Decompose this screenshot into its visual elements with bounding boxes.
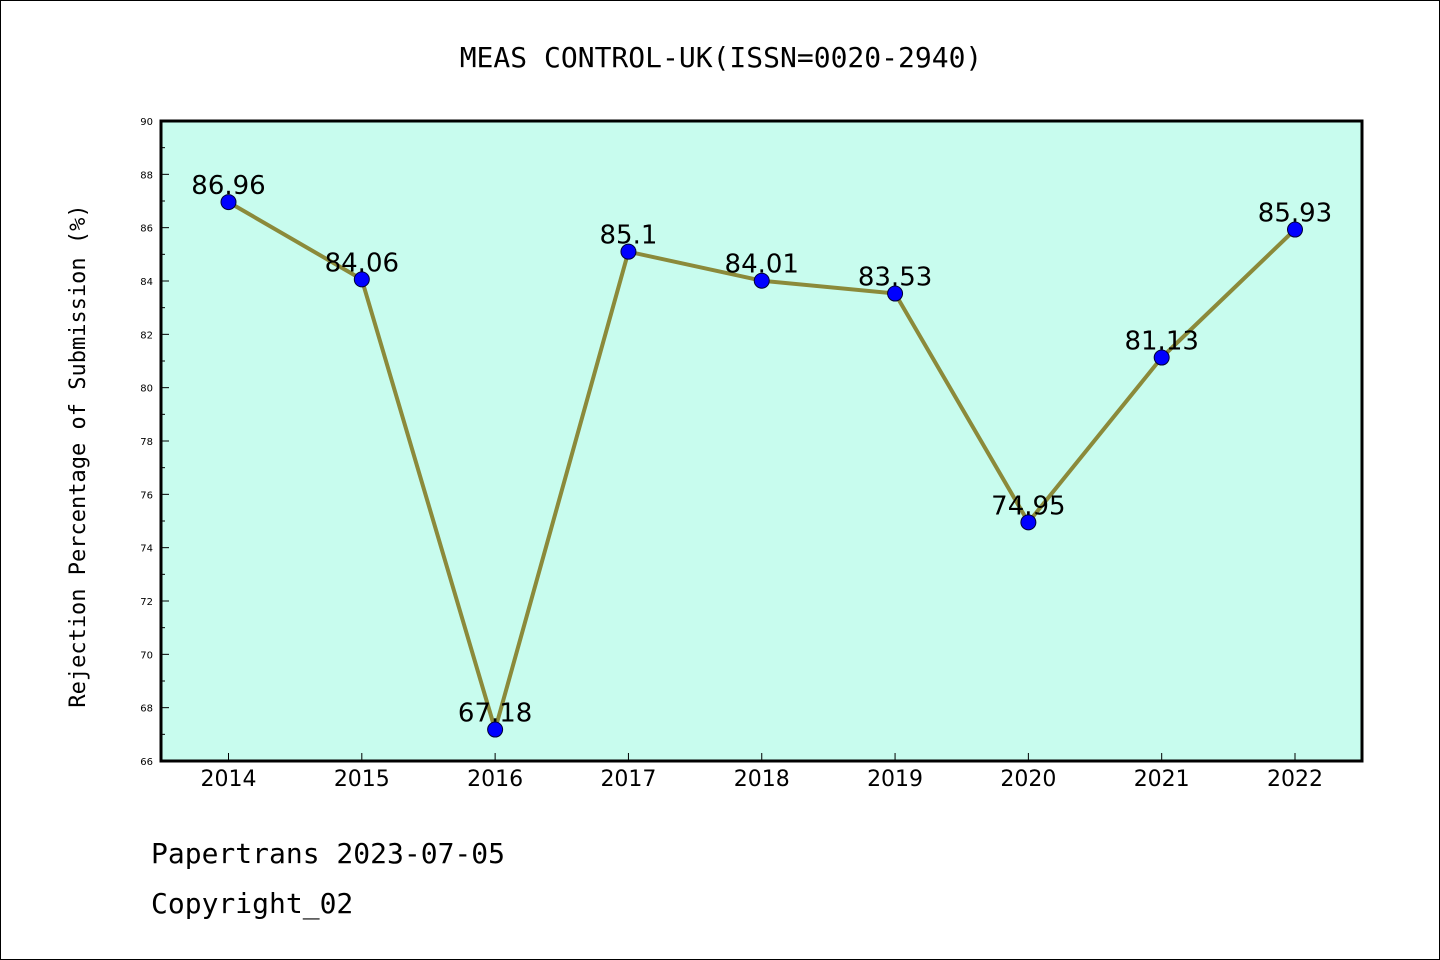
- chart-title: MEAS CONTROL-UK(ISSN=0020-2940): [460, 41, 983, 74]
- x-tick-label: 2020: [1000, 767, 1056, 792]
- data-label: 74.95: [991, 491, 1065, 521]
- data-label: 83.53: [858, 263, 932, 293]
- y-tick-label: 74: [140, 544, 153, 555]
- x-tick-label: 2015: [334, 767, 390, 792]
- y-tick-label: 72: [140, 597, 153, 608]
- data-point: [887, 285, 904, 302]
- x-tick-label: 2019: [867, 767, 923, 792]
- x-tick-label: 2016: [467, 767, 523, 792]
- x-tick-label: 2017: [600, 767, 656, 792]
- data-point: [1020, 514, 1037, 531]
- data-label: 81.13: [1124, 327, 1198, 357]
- x-tick-label: 2022: [1267, 767, 1323, 792]
- data-point: [1153, 349, 1170, 366]
- y-tick-label: 82: [140, 330, 153, 341]
- data-label: 84.01: [725, 250, 799, 280]
- data-point: [487, 721, 504, 738]
- y-tick-label: 76: [140, 490, 153, 501]
- footer-date: Papertrans 2023-07-05: [151, 837, 506, 870]
- data-label: 86.96: [191, 171, 265, 201]
- data-point: [753, 272, 770, 289]
- data-point: [220, 194, 237, 211]
- y-tick-label: 66: [140, 757, 153, 768]
- data-point: [1287, 221, 1303, 238]
- data-label: 85.1: [599, 221, 657, 251]
- data-point: [620, 243, 637, 260]
- y-axis-label: Rejection Percentage of Submission (%): [66, 204, 91, 707]
- data-label: 84.06: [325, 248, 399, 278]
- footer-copyright: Copyright_02: [151, 887, 354, 920]
- y-tick-label: 68: [140, 704, 153, 715]
- data-markers: [220, 194, 1303, 738]
- x-tick-label: 2021: [1134, 767, 1190, 792]
- y-tick-label: 78: [140, 437, 153, 448]
- y-tick-label: 80: [140, 384, 153, 395]
- y-tick-label: 84: [140, 277, 153, 288]
- data-label: 67.18: [458, 699, 532, 729]
- data-labels: 86.96 84.06 67.18 85.1 84.01 83.53 74.95 81.13 8…: [191, 171, 1332, 728]
- y-tick-label: 86: [140, 224, 153, 235]
- x-axis: 2014 2015 2016 2017 2018 2019 2020 2021 2022: [201, 753, 1323, 792]
- data-point: [353, 271, 370, 288]
- x-tick-label: 2018: [734, 767, 790, 792]
- y-axis: 66 68 70 72 74 76 78 80 82 84 86 88 90: [140, 117, 169, 768]
- y-tick-label: 90: [140, 117, 153, 128]
- y-tick-label: 88: [140, 170, 153, 181]
- y-tick-label: 70: [140, 650, 153, 661]
- plot-area: [159, 119, 1364, 763]
- x-tick-label: 2014: [201, 767, 257, 792]
- data-label: 85.93: [1258, 199, 1332, 229]
